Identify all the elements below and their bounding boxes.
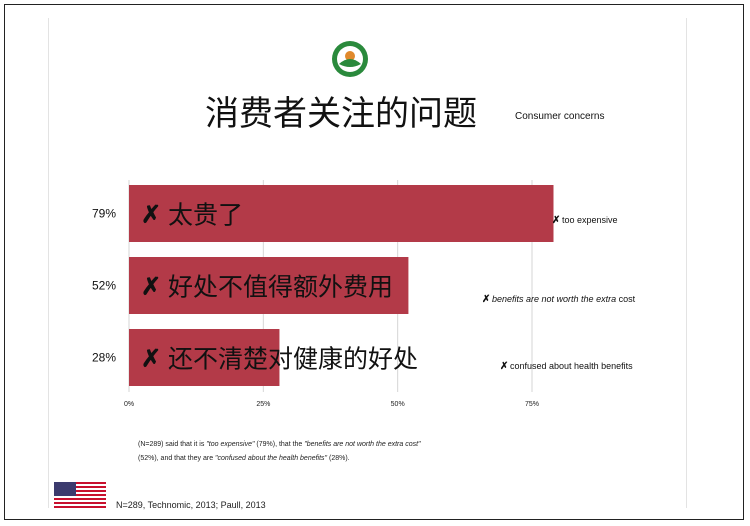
annotation-cross-icon: ✗: [482, 294, 490, 305]
source-citation: N=289, Technomic, 2013; Paull, 2013: [116, 500, 266, 510]
footnote-part: "too expensive": [206, 441, 255, 448]
cross-mark-icon: ✗: [141, 274, 161, 301]
left-guide-line: [48, 18, 49, 508]
right-guide-line: [686, 18, 687, 508]
bar-annotation: benefits are not worth the extra cost: [492, 294, 636, 304]
x-tick-label: 75%: [525, 401, 539, 408]
page-subtitle: Consumer concerns: [515, 111, 605, 122]
footnote-part: (52%), and that they are: [138, 455, 216, 462]
footnote: (N=289) said that it is "too expensive" …: [138, 438, 438, 466]
bar-annotation-part: confused about health benefits: [510, 361, 633, 371]
cross-mark-icon: ✗: [141, 346, 161, 373]
bar-annotation-part: benefits are not worth the extra: [492, 294, 616, 304]
footnote-part: "benefits are not worth the extra cost": [304, 441, 421, 448]
bar-category-label: 太贵了: [168, 201, 243, 230]
bar-value-label: 79%: [92, 207, 116, 221]
x-tick-label: 0%: [124, 401, 134, 408]
us-flag-icon: [54, 482, 106, 508]
bar-annotation: confused about health benefits: [510, 361, 633, 371]
bar-value-label: 52%: [92, 279, 116, 293]
organic-logo-icon: [332, 41, 368, 77]
annotation-cross-icon: ✗: [500, 361, 508, 372]
footnote-part: (79%), that the: [254, 441, 305, 448]
footnote-part: (N=289) said that it is: [138, 441, 207, 448]
cross-mark-icon: ✗: [141, 202, 161, 229]
bar-annotation-part: cost: [616, 294, 636, 304]
bar-annotation: too expensive: [562, 215, 618, 225]
bar: [129, 185, 554, 242]
bar-category-label: 好处不值得额外费用: [168, 273, 393, 302]
x-tick-label: 25%: [256, 401, 270, 408]
bar-value-label: 28%: [92, 351, 116, 365]
annotation-cross-icon: ✗: [552, 215, 560, 226]
bar: [129, 329, 280, 386]
page-title: 消费者关注的问题: [205, 94, 477, 134]
footnote-part: (28%).: [327, 455, 350, 462]
footnote-part: "confused about the health benefits": [215, 455, 328, 462]
slide-frame: [4, 4, 744, 520]
bar-annotation-part: too expensive: [562, 215, 618, 225]
bar-category-label: 还不清楚对健康的好处: [168, 345, 418, 374]
x-tick-label: 50%: [391, 401, 405, 408]
bar: [129, 257, 409, 314]
